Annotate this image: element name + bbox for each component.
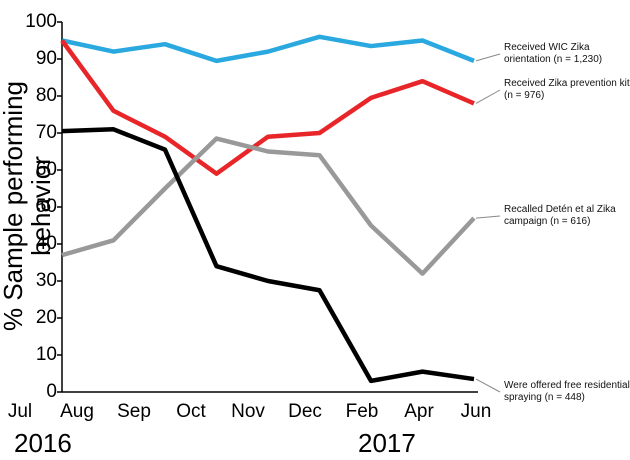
y-tick-label: 50 bbox=[36, 196, 57, 217]
leader-line bbox=[475, 215, 501, 219]
x-tick-label: Nov bbox=[231, 401, 265, 422]
y-tick-label: 90 bbox=[36, 48, 57, 69]
y-tick-label: 40 bbox=[36, 233, 57, 254]
series-line bbox=[61, 136, 476, 276]
series-label: Recalled Detén et al Zika campaign (n = … bbox=[504, 204, 616, 227]
y-tick-label: 10 bbox=[36, 344, 57, 365]
y-tick-label: 100 bbox=[25, 11, 57, 32]
x-tick-label: Jun bbox=[461, 401, 492, 422]
leader-line bbox=[475, 378, 501, 393]
series-label: Were offered free residential spraying (… bbox=[504, 380, 630, 403]
series-line bbox=[60, 39, 475, 176]
y-tick-label: 20 bbox=[36, 307, 57, 328]
y-axis-label: % Sample performing behavior bbox=[0, 81, 56, 331]
series-line bbox=[61, 34, 475, 64]
x-tick-label: Aug bbox=[60, 401, 94, 422]
year-label: 2017 bbox=[358, 428, 416, 458]
x-tick-label: Dec bbox=[288, 401, 322, 422]
year-label: 2016 bbox=[14, 428, 72, 458]
x-tick-label: Feb bbox=[346, 401, 379, 422]
x-tick-label: Jul bbox=[8, 401, 32, 422]
y-tick-label: 80 bbox=[36, 85, 57, 106]
y-tick-label: 70 bbox=[36, 122, 57, 143]
y-tick-label: 0 bbox=[46, 381, 57, 402]
x-tick-label: Oct bbox=[176, 401, 206, 422]
leader-line bbox=[475, 53, 501, 62]
series-line bbox=[61, 127, 475, 384]
x-tick-label: Sep bbox=[117, 401, 151, 422]
y-tick-label: 30 bbox=[36, 270, 57, 291]
series-label: Received WIC Zika orientation (n = 1,230… bbox=[504, 42, 603, 65]
series-label: Received Zika prevention kit (n = 976) bbox=[504, 78, 630, 101]
y-tick-label: 60 bbox=[36, 159, 57, 180]
x-tick-label: Apr bbox=[404, 401, 434, 422]
leader-line bbox=[475, 89, 501, 104]
